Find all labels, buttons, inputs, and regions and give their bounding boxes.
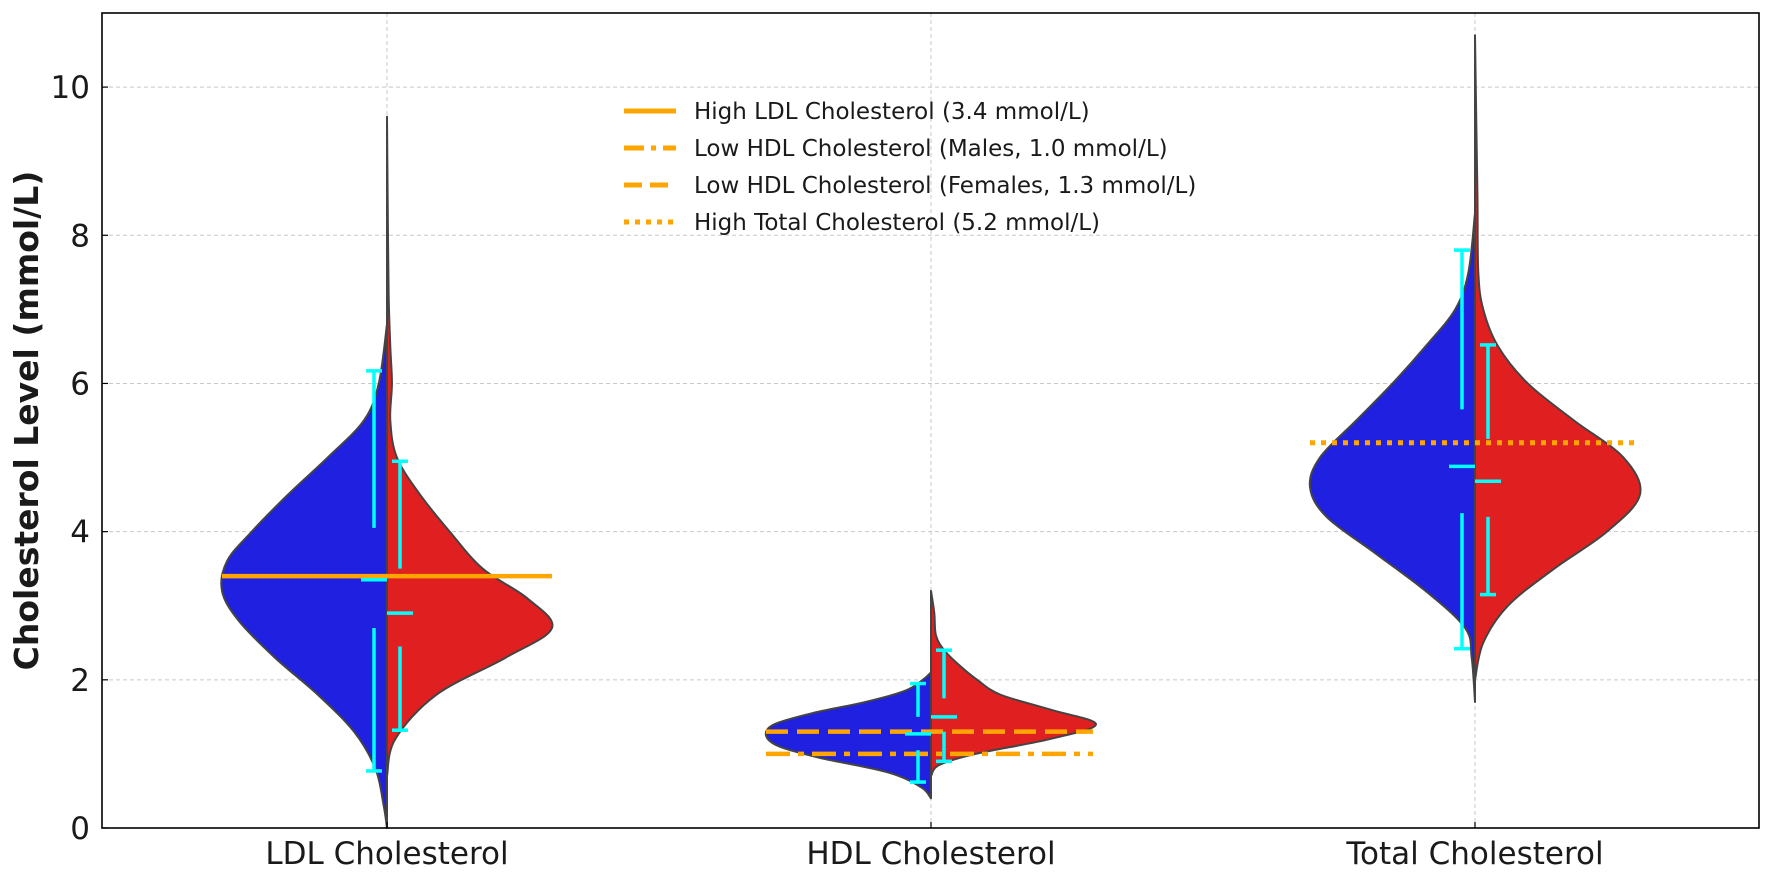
legend-label: High LDL Cholesterol (3.4 mmol/L) <box>694 99 1090 125</box>
legend-item-low-hdl-females: Low HDL Cholesterol (Females, 1.3 mmol/L… <box>624 173 1196 199</box>
y-axis-ticks: 0 2 4 6 8 10 <box>51 70 108 847</box>
legend-label: Low HDL Cholesterol (Males, 1.0 mmol/L) <box>694 136 1168 162</box>
violin-half-left <box>1308 212 1476 704</box>
y-tick-label: 10 <box>51 70 90 106</box>
threshold-lines <box>222 440 1640 757</box>
legend-item-high-ldl: High LDL Cholesterol (3.4 mmol/L) <box>624 99 1090 125</box>
legend-label: Low HDL Cholesterol (Females, 1.3 mmol/L… <box>694 173 1196 199</box>
legend: High LDL Cholesterol (3.4 mmol/L) Low HD… <box>624 99 1196 236</box>
x-tick-label: LDL Cholesterol <box>265 836 508 872</box>
y-tick-label: 2 <box>70 663 90 699</box>
y-axis-label: Cholesterol Level (mmol/L) <box>7 171 46 671</box>
x-tick-label: HDL Cholesterol <box>806 836 1055 872</box>
y-tick-label: 0 <box>70 811 90 847</box>
y-tick-label: 4 <box>70 515 90 551</box>
y-tick-label: 6 <box>70 366 90 402</box>
y-tick-label: 8 <box>70 218 90 254</box>
legend-item-high-total: High Total Cholesterol (5.2 mmol/L) <box>624 210 1100 236</box>
x-axis-ticks: LDL Cholesterol HDL Cholesterol Total Chol… <box>265 822 1604 872</box>
violin-half-right <box>386 115 554 778</box>
violin-half-right <box>1474 34 1642 681</box>
legend-item-low-hdl-males: Low HDL Cholesterol (Males, 1.0 mmol/L) <box>624 136 1168 162</box>
legend-label: High Total Cholesterol (5.2 mmol/L) <box>694 210 1100 236</box>
x-tick-label: Total Cholesterol <box>1345 836 1603 872</box>
error-bars <box>361 248 1501 784</box>
violin-half-right <box>930 589 1097 778</box>
